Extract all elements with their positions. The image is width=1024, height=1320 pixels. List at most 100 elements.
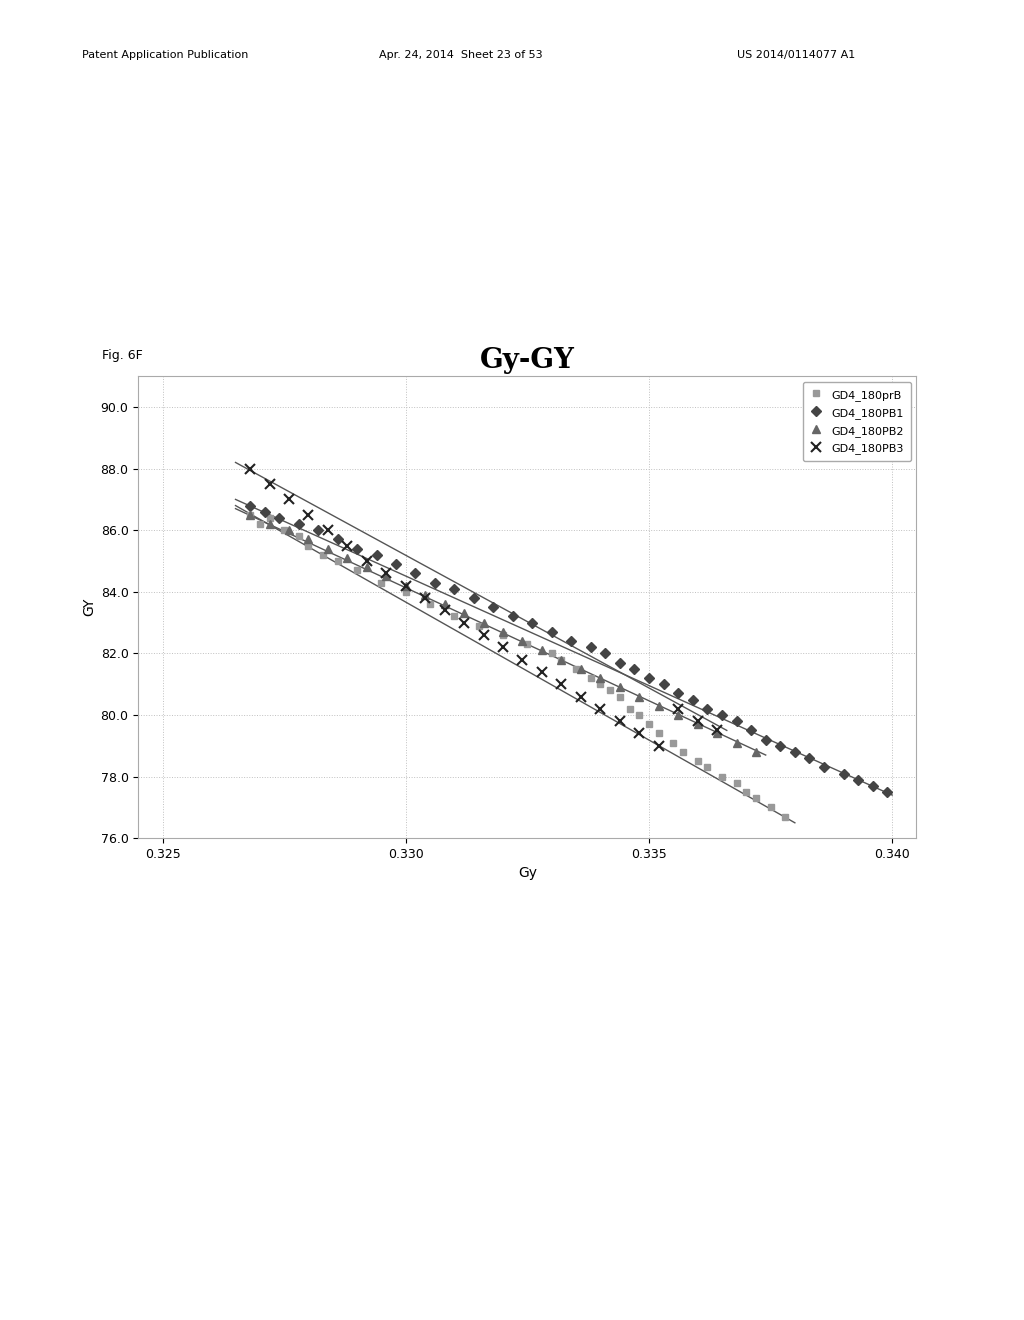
- GD4_180PB2: [244, 507, 256, 523]
- GD4_180PB1: [643, 671, 655, 686]
- GD4_180PB2: [399, 578, 412, 594]
- GD4_180PB2: [711, 726, 723, 742]
- GD4_180PB1: [613, 655, 626, 671]
- GD4_180prB: [585, 671, 597, 686]
- GD4_180PB2: [574, 661, 587, 677]
- GD4_180prB: [613, 689, 626, 705]
- GD4_180prB: [399, 583, 412, 599]
- GD4_180PB1: [351, 541, 364, 557]
- GD4_180PB3: [322, 523, 334, 539]
- Y-axis label: GY: GY: [82, 598, 96, 616]
- GD4_180PB1: [526, 615, 539, 631]
- GD4_180PB2: [302, 532, 314, 548]
- GD4_180prB: [332, 553, 344, 569]
- GD4_180PB1: [716, 708, 728, 723]
- GD4_180PB3: [711, 722, 723, 738]
- GD4_180PB1: [803, 750, 815, 766]
- GD4_180PB2: [477, 615, 489, 631]
- GD4_180prB: [569, 661, 582, 677]
- GD4_180PB3: [380, 565, 392, 581]
- GD4_180PB1: [585, 639, 597, 655]
- GD4_180PB1: [774, 738, 786, 754]
- GD4_180PB3: [458, 615, 470, 631]
- GD4_180PB3: [555, 676, 567, 692]
- GD4_180prB: [302, 537, 314, 553]
- GD4_180PB1: [599, 645, 611, 661]
- GD4_180prB: [643, 717, 655, 733]
- GD4_180prB: [604, 682, 616, 698]
- GD4_180PB1: [565, 634, 578, 649]
- GD4_180PB1: [371, 546, 383, 562]
- GD4_180PB1: [312, 523, 325, 539]
- GD4_180PB1: [628, 661, 640, 677]
- GD4_180PB1: [745, 722, 758, 738]
- GD4_180prB: [376, 574, 388, 590]
- Line: GD4_180PB1: GD4_180PB1: [247, 502, 891, 796]
- GD4_180PB1: [852, 772, 864, 788]
- GD4_180PB1: [657, 676, 670, 692]
- GD4_180PB3: [399, 578, 412, 594]
- GD4_180PB2: [283, 523, 295, 539]
- GD4_180PB3: [341, 537, 353, 553]
- GD4_180prB: [624, 701, 636, 717]
- GD4_180prB: [263, 510, 275, 525]
- GD4_180PB3: [263, 477, 275, 492]
- GD4_180prB: [521, 636, 534, 652]
- GD4_180PB1: [760, 731, 772, 747]
- GD4_180prB: [668, 735, 680, 751]
- GD4_180PB2: [380, 569, 392, 585]
- GD4_180PB3: [419, 590, 431, 606]
- GD4_180prB: [293, 528, 305, 544]
- GD4_180PB3: [691, 713, 703, 729]
- X-axis label: Gy: Gy: [518, 866, 537, 880]
- Text: Fig. 6F: Fig. 6F: [102, 348, 143, 362]
- GD4_180PB3: [477, 627, 489, 643]
- GD4_180PB3: [633, 726, 645, 742]
- GD4_180PB3: [672, 701, 684, 717]
- GD4_180PB1: [273, 510, 286, 525]
- GD4_180PB2: [516, 634, 528, 649]
- GD4_180PB3: [652, 738, 665, 754]
- GD4_180PB1: [838, 766, 850, 781]
- GD4_180PB2: [594, 671, 606, 686]
- GD4_180PB1: [507, 609, 519, 624]
- GD4_180PB1: [487, 599, 500, 615]
- GD4_180PB1: [258, 504, 270, 520]
- GD4_180PB2: [633, 689, 645, 705]
- GD4_180prB: [740, 784, 753, 800]
- GD4_180prB: [691, 754, 703, 770]
- GD4_180PB2: [691, 717, 703, 733]
- GD4_180PB1: [866, 777, 879, 793]
- GD4_180PB2: [497, 624, 509, 640]
- Text: Apr. 24, 2014  Sheet 23 of 53: Apr. 24, 2014 Sheet 23 of 53: [379, 50, 543, 61]
- GD4_180PB3: [536, 664, 548, 680]
- GD4_180prB: [473, 618, 485, 634]
- GD4_180prB: [730, 775, 742, 791]
- Legend: GD4_180prB, GD4_180PB1, GD4_180PB2, GD4_180PB3: GD4_180prB, GD4_180PB1, GD4_180PB2, GD4_…: [803, 381, 911, 461]
- GD4_180PB2: [672, 708, 684, 723]
- GD4_180PB3: [302, 507, 314, 523]
- GD4_180PB3: [283, 491, 295, 507]
- GD4_180prB: [701, 759, 714, 775]
- GD4_180PB2: [419, 587, 431, 603]
- GD4_180prB: [278, 523, 290, 539]
- GD4_180prB: [449, 609, 461, 624]
- GD4_180prB: [677, 744, 689, 760]
- GD4_180PB1: [546, 624, 558, 640]
- GD4_180prB: [716, 768, 728, 784]
- GD4_180PB1: [788, 744, 801, 760]
- GD4_180PB2: [263, 516, 275, 532]
- Line: GD4_180PB3: GD4_180PB3: [246, 463, 722, 751]
- GD4_180PB1: [818, 759, 830, 775]
- GD4_180PB2: [341, 550, 353, 566]
- GD4_180PB2: [730, 735, 742, 751]
- GD4_180prB: [497, 627, 509, 643]
- GD4_180PB3: [594, 701, 606, 717]
- GD4_180prB: [750, 791, 762, 807]
- GD4_180prB: [555, 652, 567, 668]
- GD4_180PB1: [332, 532, 344, 548]
- GD4_180PB3: [244, 461, 256, 477]
- GD4_180PB1: [449, 581, 461, 597]
- GD4_180PB2: [458, 606, 470, 622]
- GD4_180prB: [594, 676, 606, 692]
